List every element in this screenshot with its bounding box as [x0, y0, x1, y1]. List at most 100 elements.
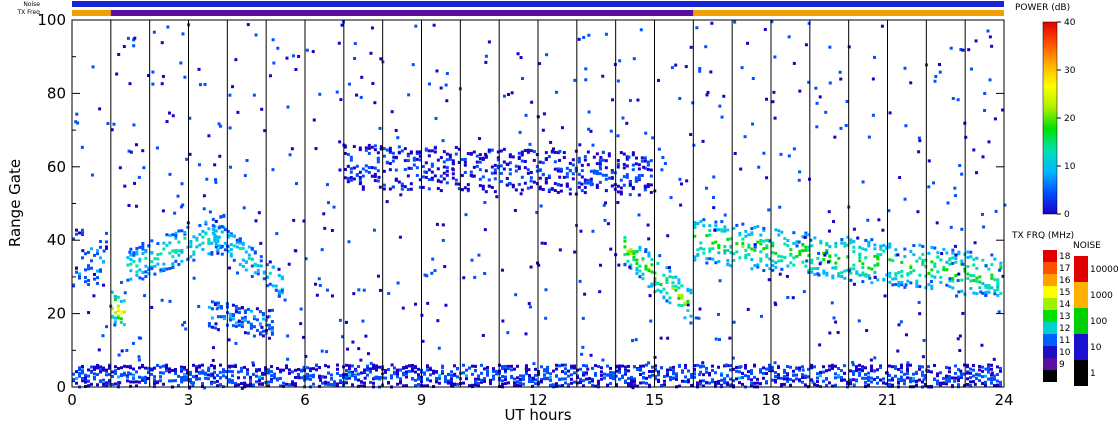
echo-cell — [740, 66, 744, 70]
echo-cell — [827, 229, 831, 233]
echo-cell — [414, 378, 417, 382]
echo-cell — [586, 163, 590, 167]
echo-cell — [532, 158, 536, 162]
echo-cell — [840, 271, 844, 275]
echo-cell — [189, 240, 193, 244]
echo-cell — [771, 369, 774, 373]
echo-cell — [826, 260, 830, 264]
y-tick-label: 0 — [56, 378, 66, 396]
echo-cell — [940, 252, 944, 256]
echo-cell — [351, 370, 354, 374]
echo-cell — [729, 364, 732, 368]
echo-cell — [586, 150, 590, 154]
echo-cell — [367, 151, 371, 155]
echo-cell — [259, 331, 263, 335]
echo-cell — [240, 381, 243, 385]
echo-cell — [831, 384, 834, 388]
echo-cell — [909, 376, 912, 380]
echo-cell — [710, 21, 714, 25]
echo-cell — [118, 381, 122, 385]
echo-cell — [579, 229, 583, 233]
echo-cell — [554, 90, 558, 94]
echo-cell — [827, 210, 831, 214]
echo-cell — [450, 373, 453, 377]
echo-cell — [942, 382, 945, 386]
echo-cell — [396, 370, 399, 374]
echo-cell — [598, 159, 602, 163]
echo-cell — [678, 96, 682, 100]
echo-cell — [411, 63, 415, 67]
echo-cell — [450, 377, 453, 381]
echo-cell — [93, 377, 96, 381]
echo-cell — [631, 151, 635, 155]
echo-cell — [963, 384, 966, 388]
echo-cell — [768, 257, 772, 261]
echo-cell — [921, 355, 925, 359]
echo-cell — [260, 325, 264, 329]
echo-cell — [132, 123, 136, 127]
echo-cell — [361, 319, 365, 323]
echo-cell — [364, 148, 368, 152]
echo-cell — [798, 249, 802, 253]
echo-cell — [240, 386, 244, 390]
echo-cell — [969, 380, 972, 384]
echo-cell — [451, 176, 455, 180]
echo-cell — [207, 373, 210, 377]
echo-cell — [110, 128, 114, 132]
echo-cell — [852, 370, 855, 374]
echo-cell — [671, 275, 675, 279]
echo-cell — [204, 220, 208, 224]
echo-cell — [1001, 108, 1005, 112]
echo-cell — [990, 371, 994, 375]
echo-cell — [421, 185, 425, 189]
echo-cell — [735, 369, 738, 373]
echo-cell — [786, 376, 789, 380]
echo-cell — [315, 293, 319, 297]
echo-cell — [415, 157, 419, 161]
echo-cell — [87, 368, 90, 372]
echo-cell — [246, 23, 250, 27]
echo-cell — [933, 246, 937, 250]
echo-cell — [978, 373, 981, 377]
echo-cell — [693, 258, 697, 262]
echo-cell — [378, 126, 382, 130]
echo-cell — [346, 164, 350, 168]
echo-cell — [357, 347, 361, 351]
echo-cell — [858, 256, 862, 260]
echo-cell — [477, 384, 480, 388]
echo-cell — [361, 185, 365, 189]
echo-cell — [138, 268, 142, 272]
echo-cell — [906, 361, 910, 365]
echo-cell — [876, 253, 880, 257]
echo-cell — [750, 371, 753, 375]
echo-cell — [571, 163, 575, 167]
echo-cell — [851, 360, 855, 364]
echo-cell — [735, 365, 738, 369]
echo-cell — [520, 159, 524, 163]
echo-cell — [659, 283, 663, 287]
echo-cell — [444, 303, 448, 307]
echo-cell — [762, 226, 766, 230]
echo-cell — [481, 184, 485, 188]
echo-cell — [183, 376, 186, 380]
echo-cell — [729, 237, 733, 241]
echo-cell — [220, 225, 224, 229]
echo-cell — [792, 256, 796, 260]
echo-cell — [255, 369, 258, 373]
echo-cell — [330, 377, 333, 381]
echo-cell — [531, 379, 534, 383]
echo-cell — [363, 381, 366, 385]
echo-cell — [921, 261, 925, 265]
noise-color-cell — [1074, 282, 1088, 308]
echo-cell — [359, 181, 363, 185]
echo-cell — [567, 369, 570, 373]
echo-cell — [792, 373, 795, 377]
echo-cell — [87, 311, 91, 315]
echo-cell — [430, 271, 434, 275]
echo-cell — [978, 275, 982, 279]
echo-cell — [767, 208, 771, 212]
echo-cell — [879, 253, 883, 257]
echo-cell — [541, 128, 545, 132]
echo-cell — [877, 218, 881, 222]
echo-cell — [649, 190, 653, 194]
